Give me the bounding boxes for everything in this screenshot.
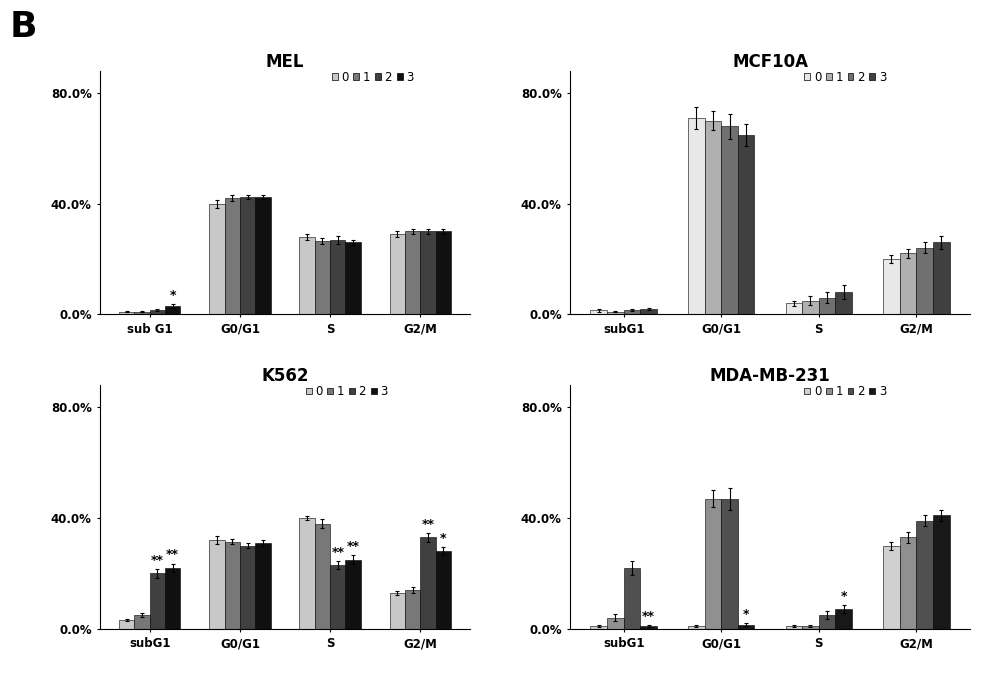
- Bar: [240, 197, 255, 314]
- Bar: [916, 521, 933, 629]
- Legend: 0, 1, 2, 3: 0, 1, 2, 3: [802, 68, 888, 87]
- Title: MDA-MB-231: MDA-MB-231: [710, 367, 830, 385]
- Bar: [738, 135, 754, 314]
- Bar: [802, 301, 819, 314]
- Bar: [330, 240, 345, 314]
- Bar: [835, 292, 852, 314]
- Bar: [405, 231, 420, 314]
- Bar: [624, 568, 640, 629]
- Bar: [420, 537, 436, 629]
- Legend: 0, 1, 2, 3: 0, 1, 2, 3: [304, 383, 390, 401]
- Text: B: B: [10, 10, 38, 44]
- Bar: [607, 618, 624, 629]
- Bar: [225, 198, 240, 314]
- Bar: [819, 615, 835, 629]
- Bar: [209, 203, 225, 314]
- Bar: [624, 310, 640, 314]
- Bar: [299, 237, 315, 314]
- Bar: [225, 541, 240, 629]
- Bar: [405, 590, 420, 629]
- Bar: [150, 310, 165, 314]
- Bar: [607, 312, 624, 314]
- Bar: [705, 121, 721, 314]
- Title: K562: K562: [261, 367, 309, 385]
- Bar: [390, 234, 405, 314]
- Bar: [786, 304, 802, 314]
- Bar: [640, 626, 657, 629]
- Bar: [688, 118, 705, 314]
- Legend: 0, 1, 2, 3: 0, 1, 2, 3: [329, 68, 416, 87]
- Bar: [590, 626, 607, 629]
- Bar: [436, 551, 451, 629]
- Bar: [345, 243, 361, 314]
- Bar: [883, 259, 900, 314]
- Bar: [640, 309, 657, 314]
- Bar: [315, 241, 330, 314]
- Bar: [721, 126, 738, 314]
- Text: *: *: [840, 590, 847, 603]
- Bar: [390, 593, 405, 629]
- Bar: [688, 626, 705, 629]
- Bar: [738, 625, 754, 629]
- Bar: [255, 197, 271, 314]
- Bar: [436, 231, 451, 314]
- Title: MCF10A: MCF10A: [732, 53, 808, 71]
- Bar: [420, 231, 436, 314]
- Text: *: *: [169, 289, 176, 302]
- Bar: [819, 297, 835, 314]
- Bar: [255, 543, 271, 629]
- Text: **: **: [347, 540, 360, 553]
- Text: **: **: [422, 518, 435, 531]
- Text: **: **: [151, 554, 164, 567]
- Bar: [165, 568, 180, 629]
- Legend: 0, 1, 2, 3: 0, 1, 2, 3: [802, 383, 888, 401]
- Bar: [134, 615, 150, 629]
- Bar: [802, 626, 819, 629]
- Bar: [835, 609, 852, 629]
- Bar: [299, 518, 315, 629]
- Bar: [705, 499, 721, 629]
- Bar: [150, 573, 165, 629]
- Bar: [330, 565, 345, 629]
- Text: *: *: [743, 608, 749, 621]
- Bar: [883, 546, 900, 629]
- Bar: [900, 537, 916, 629]
- Bar: [240, 546, 255, 629]
- Bar: [933, 515, 950, 629]
- Bar: [721, 499, 738, 629]
- Bar: [165, 306, 180, 314]
- Text: **: **: [331, 546, 344, 558]
- Bar: [916, 248, 933, 314]
- Bar: [786, 626, 802, 629]
- Bar: [209, 540, 225, 629]
- Bar: [119, 621, 134, 629]
- Bar: [134, 312, 150, 314]
- Bar: [590, 310, 607, 314]
- Bar: [933, 243, 950, 314]
- Text: *: *: [440, 532, 447, 545]
- Text: **: **: [166, 548, 179, 562]
- Text: **: **: [642, 610, 655, 623]
- Bar: [315, 524, 330, 629]
- Bar: [900, 254, 916, 314]
- Bar: [119, 312, 134, 314]
- Title: MEL: MEL: [266, 53, 304, 71]
- Bar: [345, 560, 361, 629]
